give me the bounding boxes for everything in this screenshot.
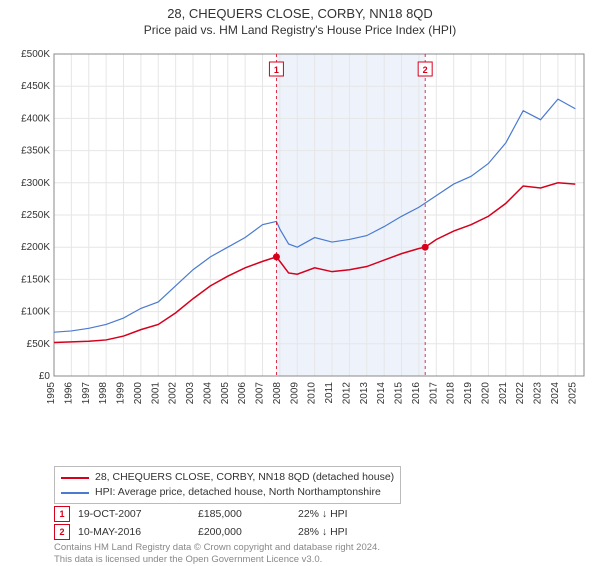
sale-marker-icon: 2 — [54, 524, 70, 540]
svg-text:1996: 1996 — [63, 382, 74, 405]
svg-text:2020: 2020 — [480, 382, 491, 405]
sale-marker-label: 2 — [59, 527, 64, 537]
svg-text:2004: 2004 — [202, 382, 213, 405]
legend-swatch — [61, 477, 89, 479]
sale-row: 2 10-MAY-2016 £200,000 28% ↓ HPI — [54, 524, 348, 540]
svg-text:2002: 2002 — [168, 382, 179, 405]
svg-text:2011: 2011 — [324, 382, 335, 404]
sale-date: 19-OCT-2007 — [78, 508, 198, 520]
chart-title: 28, CHEQUERS CLOSE, CORBY, NN18 8QD — [0, 6, 600, 21]
sale-price: £185,000 — [198, 508, 298, 520]
sale-marker-icon: 1 — [54, 506, 70, 522]
svg-text:2006: 2006 — [237, 382, 248, 405]
svg-text:2023: 2023 — [533, 382, 544, 405]
svg-text:2013: 2013 — [359, 382, 370, 405]
svg-text:2007: 2007 — [255, 382, 266, 405]
svg-text:2024: 2024 — [550, 382, 561, 405]
svg-text:£300K: £300K — [21, 178, 50, 189]
svg-text:£350K: £350K — [21, 146, 50, 157]
svg-text:2022: 2022 — [515, 382, 526, 405]
sale-marker-label: 1 — [59, 509, 64, 519]
svg-text:£150K: £150K — [21, 274, 50, 285]
svg-text:2016: 2016 — [411, 382, 422, 405]
svg-text:2010: 2010 — [307, 382, 318, 405]
svg-text:2000: 2000 — [133, 382, 144, 405]
svg-text:£500K: £500K — [21, 50, 50, 60]
chart-subtitle: Price paid vs. HM Land Registry's House … — [0, 23, 600, 37]
svg-text:2017: 2017 — [428, 382, 439, 405]
svg-text:2025: 2025 — [567, 382, 578, 405]
legend-label: HPI: Average price, detached house, Nort… — [95, 485, 381, 500]
svg-text:1997: 1997 — [81, 382, 92, 405]
svg-text:2021: 2021 — [498, 382, 509, 405]
svg-text:1: 1 — [274, 65, 279, 75]
svg-text:2014: 2014 — [376, 382, 387, 405]
svg-text:2012: 2012 — [341, 382, 352, 405]
svg-text:£50K: £50K — [27, 339, 51, 350]
chart-area: £0 £50K £100K £150K £200K £250K £300K £350K £400… — [10, 50, 590, 460]
svg-text:£450K: £450K — [21, 81, 50, 92]
svg-text:2: 2 — [423, 65, 428, 75]
sale-price: £200,000 — [198, 526, 298, 538]
legend: 28, CHEQUERS CLOSE, CORBY, NN18 8QD (det… — [54, 466, 401, 504]
svg-text:2019: 2019 — [463, 382, 474, 405]
svg-text:£0: £0 — [39, 371, 51, 382]
attribution-line: Contains HM Land Registry data © Crown c… — [54, 542, 380, 554]
svg-text:1995: 1995 — [46, 382, 57, 405]
legend-swatch — [61, 492, 89, 494]
sale-row: 1 19-OCT-2007 £185,000 22% ↓ HPI — [54, 506, 348, 522]
svg-text:2015: 2015 — [394, 382, 405, 405]
legend-item: HPI: Average price, detached house, Nort… — [61, 485, 394, 500]
svg-text:£100K: £100K — [21, 307, 50, 318]
svg-text:1999: 1999 — [116, 382, 127, 405]
svg-text:2009: 2009 — [289, 382, 300, 405]
svg-text:2018: 2018 — [446, 382, 457, 405]
legend-label: 28, CHEQUERS CLOSE, CORBY, NN18 8QD (det… — [95, 470, 394, 485]
svg-text:1998: 1998 — [98, 382, 109, 405]
sale-date: 10-MAY-2016 — [78, 526, 198, 538]
svg-text:2001: 2001 — [150, 382, 161, 405]
sale-delta: 28% ↓ HPI — [298, 526, 348, 538]
attribution: Contains HM Land Registry data © Crown c… — [54, 542, 380, 566]
chart-svg: £0 £50K £100K £150K £200K £250K £300K £350K £400… — [10, 50, 590, 420]
sale-delta: 22% ↓ HPI — [298, 508, 348, 520]
svg-text:2003: 2003 — [185, 382, 196, 405]
svg-text:£200K: £200K — [21, 242, 50, 253]
legend-item: 28, CHEQUERS CLOSE, CORBY, NN18 8QD (det… — [61, 470, 394, 485]
svg-text:2008: 2008 — [272, 382, 283, 405]
svg-text:£400K: £400K — [21, 113, 50, 124]
svg-text:2005: 2005 — [220, 382, 231, 405]
svg-text:£250K: £250K — [21, 210, 50, 221]
